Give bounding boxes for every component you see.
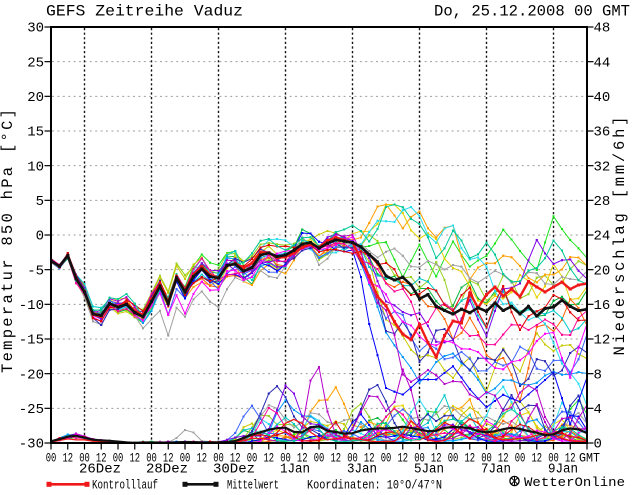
svg-text:12: 12 [565, 451, 576, 466]
svg-text:00: 00 [247, 451, 258, 466]
svg-text:30Dez: 30Dez [213, 463, 255, 478]
svg-text:4: 4 [594, 402, 602, 418]
svg-text:28: 28 [594, 194, 611, 210]
svg-text:3Jan: 3Jan [347, 463, 377, 478]
svg-text:12: 12 [431, 451, 442, 466]
svg-text:12: 12 [197, 451, 208, 466]
svg-text:28Dez: 28Dez [146, 463, 188, 478]
svg-text:00: 00 [414, 451, 425, 466]
svg-text:00: 00 [113, 451, 124, 466]
svg-text:5Jan: 5Jan [414, 463, 444, 478]
svg-text:00: 00 [515, 451, 526, 466]
svg-text:00: 00 [314, 451, 325, 466]
svg-text:40: 40 [594, 90, 611, 106]
svg-text:25: 25 [27, 55, 44, 71]
svg-text:9Jan: 9Jan [548, 463, 578, 478]
svg-text:-10: -10 [19, 298, 44, 314]
svg-text:12: 12 [364, 451, 375, 466]
svg-text:12: 12 [498, 451, 509, 466]
svg-text:15: 15 [27, 125, 44, 141]
svg-text:WetterOnline: WetterOnline [524, 475, 625, 490]
svg-text:Kontrolllauf: Kontrolllauf [92, 478, 158, 491]
svg-text:1Jan: 1Jan [280, 463, 310, 478]
svg-text:-5: -5 [27, 263, 44, 279]
svg-text:8: 8 [594, 367, 602, 383]
svg-text:5: 5 [36, 194, 44, 210]
svg-text:36: 36 [594, 125, 611, 141]
svg-text:-30: -30 [19, 437, 44, 453]
svg-text:00: 00 [347, 451, 358, 466]
svg-text:12: 12 [130, 451, 141, 466]
svg-text:16: 16 [594, 298, 611, 314]
svg-text:0: 0 [36, 229, 44, 245]
svg-text:12: 12 [230, 451, 241, 466]
svg-text:GEFS Zeitreihe Vaduz: GEFS Zeitreihe Vaduz [46, 3, 243, 21]
svg-text:30: 30 [27, 21, 44, 37]
svg-text:24: 24 [594, 229, 611, 245]
svg-text:32: 32 [594, 159, 611, 175]
svg-text:00: 00 [481, 451, 492, 466]
svg-text:12: 12 [96, 451, 107, 466]
svg-text:Temperatur 850 hPa [°C]: Temperatur 850 hPa [°C] [0, 109, 17, 373]
svg-text:7Jan: 7Jan [481, 463, 511, 478]
svg-text:10: 10 [27, 159, 44, 175]
svg-text:00: 00 [46, 451, 57, 466]
svg-text:12: 12 [532, 451, 543, 466]
svg-text:00: 00 [79, 451, 90, 466]
svg-text:12: 12 [398, 451, 409, 466]
svg-text:Do, 25.12.2008 00 GMT: Do, 25.12.2008 00 GMT [434, 3, 630, 21]
svg-text:12: 12 [264, 451, 275, 466]
svg-text:20: 20 [594, 263, 611, 279]
svg-text:00: 00 [280, 451, 291, 466]
svg-text:48: 48 [594, 21, 611, 37]
svg-text:00: 00 [548, 451, 559, 466]
svg-text:12: 12 [163, 451, 174, 466]
svg-text:-15: -15 [19, 333, 44, 349]
svg-text:12: 12 [331, 451, 342, 466]
svg-text:00: 00 [448, 451, 459, 466]
svg-text:00: 00 [213, 451, 224, 466]
svg-text:00: 00 [381, 451, 392, 466]
svg-text:Mittelwert: Mittelwert [227, 478, 279, 491]
svg-text:Koordinaten: 10°O/47°N: Koordinaten: 10°O/47°N [307, 478, 442, 491]
svg-text:44: 44 [594, 55, 611, 71]
svg-text:GMT: GMT [579, 451, 600, 466]
svg-text:12: 12 [297, 451, 308, 466]
svg-text:26Dez: 26Dez [79, 463, 121, 478]
svg-text:12: 12 [465, 451, 476, 466]
svg-text:00: 00 [146, 451, 157, 466]
svg-text:-20: -20 [19, 367, 44, 383]
svg-text:20: 20 [27, 90, 44, 106]
svg-text:-25: -25 [19, 402, 44, 418]
svg-text:0: 0 [594, 437, 602, 453]
svg-text:12: 12 [594, 333, 611, 349]
svg-text:12: 12 [63, 451, 74, 466]
svg-text:00: 00 [180, 451, 191, 466]
